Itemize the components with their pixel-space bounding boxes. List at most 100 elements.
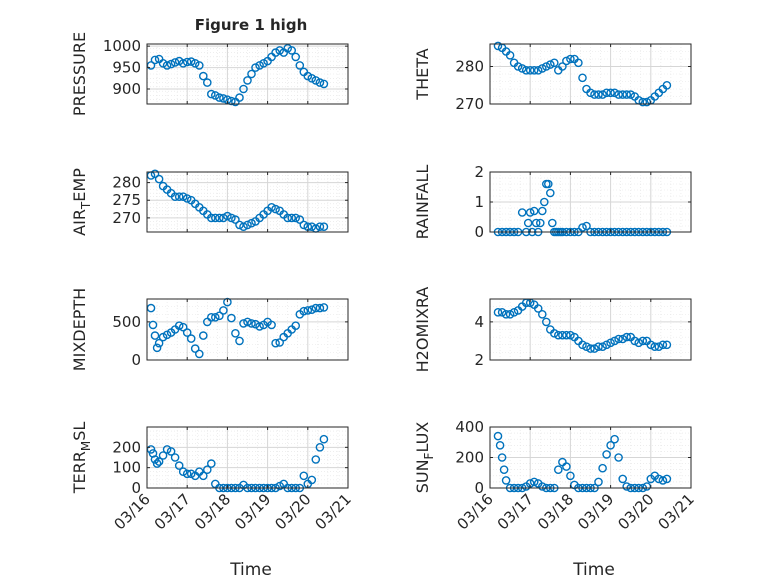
data-point: [311, 76, 321, 85]
data-point: [150, 169, 160, 179]
data-point: [606, 88, 615, 98]
data-point: [170, 192, 180, 201]
data-point: [235, 336, 244, 346]
data-point: [606, 440, 615, 450]
data-point: [495, 440, 505, 450]
data-point: [186, 469, 196, 479]
data-point: [150, 455, 160, 464]
y-axis-label-subscript: T: [79, 201, 93, 210]
data-point: [538, 309, 547, 319]
data-point: [562, 56, 571, 66]
y-tick-label: 4: [474, 313, 484, 331]
data-point: [251, 63, 260, 72]
data-point: [198, 471, 208, 481]
y-axis-label-main: AIR: [70, 209, 89, 236]
data-point: [295, 61, 305, 70]
y-axis-label: RAINFALL: [413, 165, 432, 240]
data-point: [594, 342, 603, 352]
y-axis-label-suffix: SL: [70, 422, 89, 441]
data-point: [174, 192, 184, 201]
data-point: [239, 319, 248, 328]
data-point: [283, 213, 293, 223]
data-point: [174, 321, 184, 331]
data-point: [287, 46, 297, 55]
data-point: [190, 344, 200, 353]
data-point: [542, 317, 551, 327]
data-point: [654, 342, 664, 352]
data-point: [602, 340, 611, 350]
data-point: [566, 471, 575, 481]
y-axis-label-main: TERR: [70, 451, 89, 494]
data-point: [634, 338, 644, 348]
data-point: [243, 220, 252, 230]
data-point: [178, 59, 188, 68]
data-point: [166, 59, 176, 69]
data-point: [206, 312, 216, 322]
y-axis-label: TERRMSL: [70, 422, 93, 495]
data-point: [493, 431, 503, 441]
figure-title: Figure 1 high: [195, 16, 308, 34]
data-point: [150, 331, 160, 340]
data-point: [202, 78, 212, 87]
data-point: [578, 340, 587, 350]
data-point: [586, 344, 595, 353]
data-point: [582, 342, 591, 352]
y-tick-label: 1: [474, 193, 484, 211]
x-tick-label: 03/19: [231, 490, 274, 533]
data-point: [215, 213, 224, 223]
data-point: [319, 222, 329, 231]
data-point: [654, 474, 664, 484]
data-point: [590, 90, 599, 99]
data-point: [638, 97, 648, 107]
data-point: [610, 434, 619, 444]
data-point: [206, 89, 216, 99]
data-point: [578, 223, 587, 232]
data-point: [299, 306, 309, 316]
data-point: [152, 459, 162, 468]
data-point: [582, 221, 591, 231]
data-point: [307, 305, 317, 315]
data-point: [271, 338, 280, 348]
data-point: [550, 328, 559, 338]
data-point: [287, 213, 297, 223]
y-axis-label-subscript: F: [422, 452, 436, 459]
y-tick-label: 270: [112, 209, 141, 227]
data-point: [650, 342, 660, 352]
y-axis-label: H2OMIXRA: [413, 287, 432, 373]
data-point: [602, 88, 611, 98]
data-point: [658, 340, 668, 350]
y-axis-label-main: H2OMIXRA: [413, 287, 432, 373]
data-point: [610, 336, 619, 346]
data-point: [521, 66, 531, 75]
data-point: [618, 474, 628, 484]
data-point: [550, 58, 559, 68]
y-tick-label: 0: [131, 351, 141, 369]
data-point: [186, 334, 196, 343]
y-tick-label: 2: [474, 351, 484, 369]
y-tick-label: 1000: [103, 37, 141, 55]
data-point: [303, 306, 313, 315]
y-tick-label: 100: [112, 459, 141, 477]
y-axis-label: AIRTEMP: [70, 168, 93, 236]
data-point: [219, 306, 228, 315]
y-tick-label: 0: [474, 479, 484, 497]
subplot-2: 270 280 THETA: [413, 41, 692, 113]
data-point: [315, 442, 325, 452]
x-tick-label: 03/18: [191, 490, 234, 533]
data-point: [529, 206, 539, 216]
data-point: [622, 332, 632, 342]
data-point: [505, 51, 515, 60]
x-axis-label-left: Time: [229, 560, 272, 580]
data-point: [150, 55, 160, 65]
data-point: [606, 338, 615, 348]
data-point: [598, 90, 607, 99]
data-point: [247, 218, 256, 228]
data-point: [194, 61, 204, 70]
data-point: [562, 330, 571, 340]
data-point: [626, 90, 636, 99]
data-point: [315, 222, 325, 231]
data-point: [614, 453, 623, 462]
y-axis-label-main: RAINFALL: [413, 165, 432, 240]
